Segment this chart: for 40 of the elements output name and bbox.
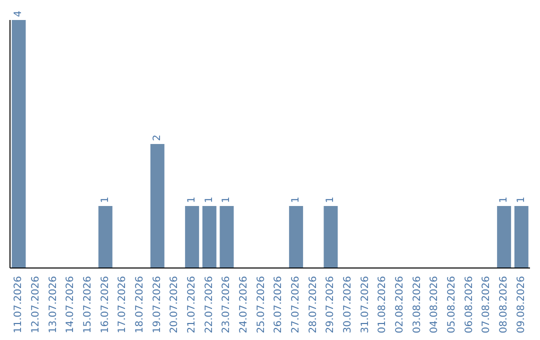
x-tick-label: 04.08.2026 bbox=[429, 276, 440, 334]
data-label: 1 bbox=[221, 196, 232, 203]
data-label: 1 bbox=[325, 196, 336, 203]
x-tick-label: 01.08.2026 bbox=[377, 276, 388, 334]
data-label: 1 bbox=[516, 196, 527, 203]
x-tick-label: 03.08.2026 bbox=[412, 276, 423, 334]
x-tick-label: 12.07.2026 bbox=[30, 276, 42, 334]
x-tick-label: 20.07.2026 bbox=[169, 276, 180, 334]
data-label: 1 bbox=[204, 196, 215, 203]
x-tick-label: 02.08.2026 bbox=[394, 276, 406, 334]
x-tick-label: 17.07.2026 bbox=[117, 276, 128, 334]
data-label: 2 bbox=[152, 134, 163, 141]
x-tick-label: 07.08.2026 bbox=[481, 276, 492, 334]
x-tick-label: 15.07.2026 bbox=[82, 276, 94, 334]
x-tick-label: 27.07.2026 bbox=[290, 276, 302, 334]
x-tick-label: 21.07.2026 bbox=[186, 276, 198, 334]
x-tick-label: 09.08.2026 bbox=[516, 276, 527, 334]
x-tick-label: 26.07.2026 bbox=[273, 276, 284, 334]
x-tick-label: 11.07.2026 bbox=[13, 276, 24, 334]
x-tick-label: 23.07.2026 bbox=[221, 276, 232, 334]
x-tick-label: 22.07.2026 bbox=[204, 276, 215, 334]
data-label: 1 bbox=[498, 196, 510, 203]
x-tick-label: 31.07.2026 bbox=[360, 276, 371, 334]
x-tick-label: 29.07.2026 bbox=[325, 276, 336, 334]
x-tick-label: 13.07.2026 bbox=[48, 276, 59, 334]
data-label: 1 bbox=[100, 196, 111, 203]
data-label: 1 bbox=[186, 196, 198, 203]
x-tick-label: 06.08.2026 bbox=[464, 276, 475, 334]
x-tick-label: 18.07.2026 bbox=[134, 276, 146, 334]
x-tick-label: 14.07.2026 bbox=[65, 276, 76, 334]
x-tick-label: 19.07.2026 bbox=[152, 276, 163, 334]
x-tick-label: 24.07.2026 bbox=[238, 276, 250, 334]
x-tick-label: 28.07.2026 bbox=[308, 276, 319, 334]
x-tick-label: 30.07.2026 bbox=[342, 276, 354, 334]
data-label: 1 bbox=[290, 196, 302, 203]
x-tick-label: 08.08.2026 bbox=[498, 276, 510, 334]
x-tick-label: 05.08.2026 bbox=[446, 276, 458, 334]
x-tick-label: 25.07.2026 bbox=[256, 276, 267, 334]
x-tick-label: 16.07.2026 bbox=[100, 276, 111, 334]
data-label: 4 bbox=[13, 10, 24, 17]
